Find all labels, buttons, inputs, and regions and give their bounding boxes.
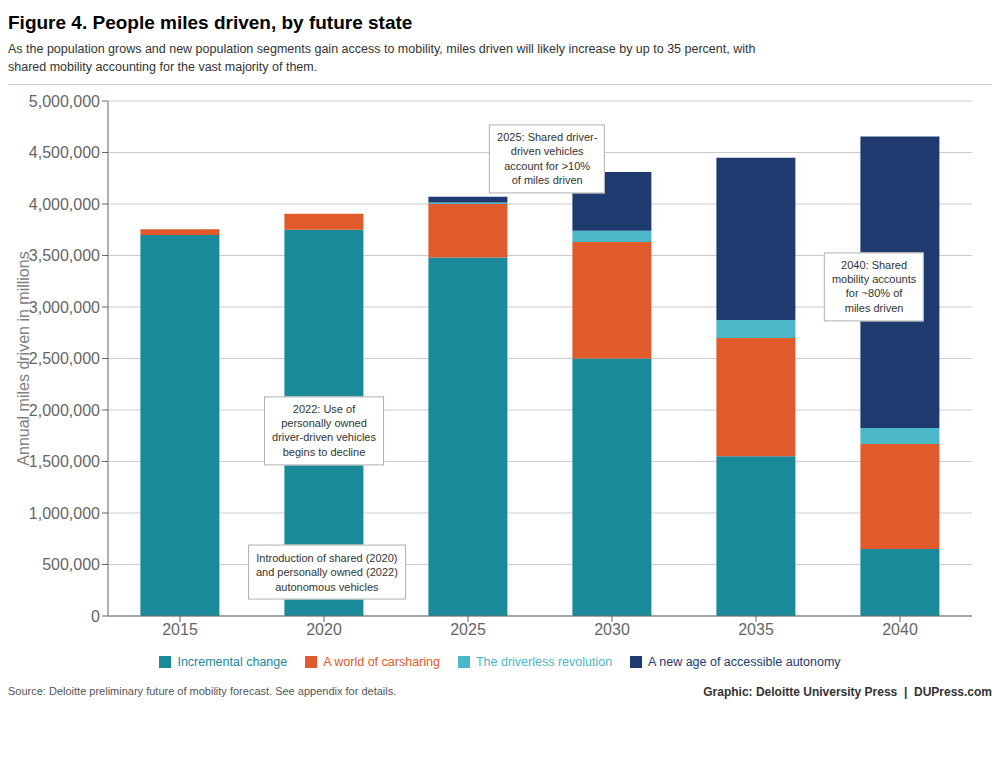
- html-text:As the population grows and ne: As the population grows and new populati…: [8, 42, 756, 75]
- svg-text:500,000: 500,000: [42, 556, 100, 573]
- html-text:2022: Use of personally owned: 2022: Use of personally owned driver-dri…: [272, 403, 376, 459]
- svg-text:2,000,000: 2,000,000: [29, 402, 100, 419]
- html-text:Source: Deloitte preliminary f: Source: Deloitte preliminary future of m…: [8, 685, 397, 698]
- html-text:A world of carsharing: A world of carsharing: [323, 655, 440, 670]
- svg-text:2020: 2020: [306, 622, 342, 639]
- html-text:The driverless revolution: The driverless revolution: [475, 655, 613, 670]
- html-text:A new age of accessible autono: A new age of accessible autonomy: [648, 655, 841, 670]
- html-text:2025: Shared driver- driven ve: 2025: Shared driver- driven vehicles acc…: [497, 131, 598, 187]
- html-text:Incremental change: Incremental change: [177, 655, 288, 670]
- svg-text:2035: 2035: [738, 622, 774, 639]
- svg-text:3,000,000: 3,000,000: [29, 299, 100, 316]
- svg-text:1,500,000: 1,500,000: [29, 453, 100, 470]
- svg-text:5,000,000: 5,000,000: [29, 93, 100, 110]
- svg-text:2015: 2015: [162, 622, 198, 639]
- svg-text:3,500,000: 3,500,000: [29, 247, 100, 264]
- html-text:Figure 4. People miles driven,: Figure 4. People miles driven, by future…: [8, 12, 413, 33]
- svg-text:2030: 2030: [594, 622, 630, 639]
- html-text:2040: Shared mobility accounts: 2040: Shared mobility accounts for ~80% …: [831, 259, 917, 314]
- svg-text:2025: 2025: [450, 622, 486, 639]
- svg-text:4,000,000: 4,000,000: [29, 196, 100, 213]
- svg-text:2,500,000: 2,500,000: [29, 350, 100, 367]
- html-text:Introduction of shared (2020): Introduction of shared (2020) and person…: [255, 551, 398, 593]
- svg-text:Annual miles driven in million: Annual miles driven in millions: [15, 252, 32, 466]
- svg-text:2040: 2040: [882, 622, 918, 639]
- svg-text:1,000,000: 1,000,000: [29, 505, 100, 522]
- svg-text:4,500,000: 4,500,000: [29, 144, 100, 161]
- svg-text:0: 0: [91, 608, 100, 625]
- html-text:Graphic: Deloitte University P: Graphic: Deloitte University Press | DUP…: [703, 685, 992, 700]
